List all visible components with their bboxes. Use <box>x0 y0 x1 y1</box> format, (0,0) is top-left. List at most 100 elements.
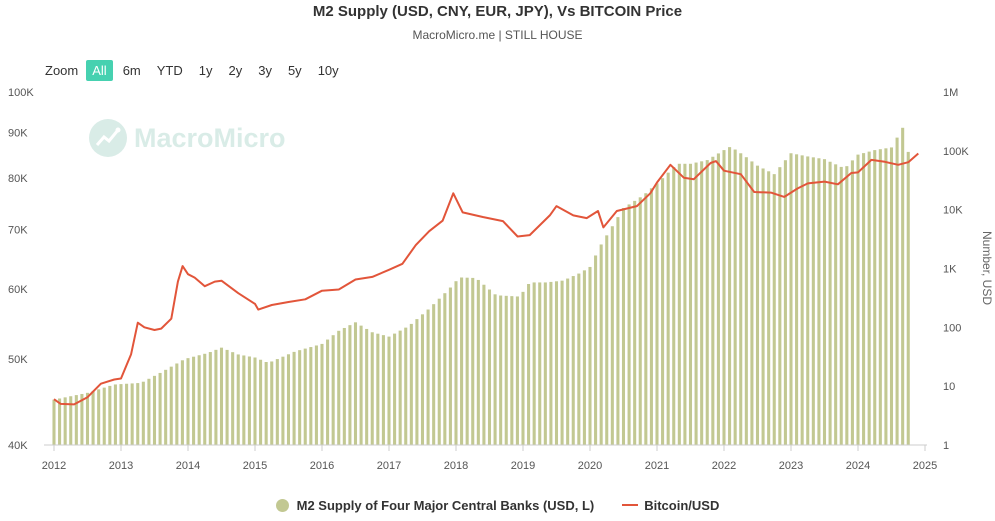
x-tick-label: 2019 <box>511 460 535 472</box>
m2-bar <box>527 284 531 445</box>
m2-bar <box>878 149 882 445</box>
m2-bar <box>828 161 832 445</box>
m2-bar <box>688 163 693 445</box>
m2-bar <box>259 359 263 445</box>
m2-bar <box>582 270 586 445</box>
zoom-3y-button[interactable]: 3y <box>258 62 272 78</box>
m2-bar <box>443 293 447 445</box>
m2-bar <box>320 343 324 445</box>
m2-bar <box>331 335 335 445</box>
m2-bar <box>342 327 346 445</box>
m2-bar <box>644 193 648 445</box>
m2-bar <box>152 375 157 445</box>
m2-bar <box>398 330 402 445</box>
m2-bar <box>616 217 620 445</box>
m2-bar <box>353 322 358 445</box>
m2-bar <box>275 359 279 445</box>
y-left-tick-label: 60K <box>8 284 28 296</box>
x-tick-label: 2016 <box>310 460 334 472</box>
m2-bar <box>465 277 469 445</box>
y-left-tick-label: 90K <box>8 128 28 140</box>
legend-bitcoin-swatch <box>622 504 639 506</box>
m2-bar <box>694 162 698 446</box>
m2-bar <box>605 235 609 445</box>
chart-legend: M2 Supply of Four Major Central Banks (U… <box>0 495 995 515</box>
m2-bar <box>420 314 425 445</box>
m2-bar <box>677 163 681 445</box>
m2-bar <box>811 157 815 445</box>
m2-bar <box>862 153 866 446</box>
m2-bar <box>577 273 581 445</box>
m2-bar <box>655 183 659 445</box>
y-left-tick-label: 80K <box>8 173 28 185</box>
m2-bar <box>499 295 503 445</box>
m2-bar <box>253 357 257 445</box>
m2-bar <box>219 347 224 445</box>
zoom-6m-button[interactable]: 6m <box>122 62 141 78</box>
zoom-2y-button[interactable]: 2y <box>228 62 243 78</box>
legend-m2-swatch <box>275 498 289 512</box>
m2-bar <box>739 153 743 445</box>
m2-bar <box>192 356 196 445</box>
m2-bar <box>532 282 536 445</box>
zoom-all-button[interactable]: All <box>86 59 113 81</box>
m2-bar <box>169 366 173 445</box>
m2-bar <box>314 345 318 445</box>
m2-bar <box>700 161 704 445</box>
m2-bar <box>63 397 67 445</box>
y-right-tick-label: 10 <box>943 381 955 393</box>
bitcoin-line-group <box>53 152 919 406</box>
m2-bar <box>901 127 905 445</box>
m2-bar <box>286 354 291 445</box>
m2-bar <box>594 255 598 445</box>
m2-bar <box>906 151 910 445</box>
m2-bar <box>487 289 492 445</box>
m2-bar <box>231 352 235 445</box>
y-right-tick-label: 1 <box>943 440 949 452</box>
y-axis-right-title: Number, USD <box>980 231 994 305</box>
m2-bar <box>381 335 385 445</box>
m2-bar <box>778 167 782 446</box>
m2-bar <box>554 281 559 445</box>
m2-bar <box>348 325 352 445</box>
m2-bar <box>722 150 726 445</box>
legend-item-bitcoin[interactable]: Bitcoin/USD <box>622 498 719 513</box>
chart-subtitle: MacroMicro.me | STILL HOUSE <box>412 28 583 42</box>
m2-bar <box>365 328 369 445</box>
m2-bar <box>510 296 514 445</box>
x-tick-label: 2023 <box>779 460 803 472</box>
m2-bar <box>633 200 637 445</box>
m2-bar <box>549 281 553 445</box>
m2-bar <box>404 327 408 445</box>
zoom-label: Zoom <box>45 62 79 78</box>
y-right-tick-label: 10K <box>943 205 963 217</box>
m2-bar <box>889 147 894 445</box>
x-axis: 2012 2013 2014 2015 2016 2017 2018 2019 2020 2021… <box>42 444 937 472</box>
zoom-ytd-button[interactable]: YTD <box>156 62 183 78</box>
m2-bar <box>728 147 732 445</box>
m2-bar <box>130 383 134 445</box>
zoom-1y-button[interactable]: 1y <box>198 62 213 78</box>
legend-m2-label: M2 Supply of Four Major Central Banks (U… <box>296 497 595 513</box>
legend-item-m2[interactable]: M2 Supply of Four Major Central Banks (U… <box>275 497 595 513</box>
m2-bar <box>69 396 73 445</box>
x-tick-label: 2020 <box>578 460 602 472</box>
m2-bar <box>716 153 720 445</box>
m2-bar <box>767 171 771 446</box>
zoom-10y-button[interactable]: 10y <box>317 62 339 78</box>
m2-bar <box>867 151 871 446</box>
m2-bar <box>102 387 106 445</box>
m2-bar <box>52 399 56 445</box>
m2-bar <box>895 137 899 446</box>
m2-bar <box>303 348 307 445</box>
m2-bar <box>627 204 631 445</box>
m2-bar <box>247 356 251 445</box>
m2-bar <box>270 361 274 445</box>
m2-bar <box>521 291 525 445</box>
m2-bar <box>85 392 90 445</box>
m2-bar <box>264 362 268 445</box>
m2-bar <box>292 351 296 445</box>
m2-bar <box>761 168 765 445</box>
zoom-5y-button[interactable]: 5y <box>287 62 302 78</box>
m2-bar <box>621 208 626 445</box>
